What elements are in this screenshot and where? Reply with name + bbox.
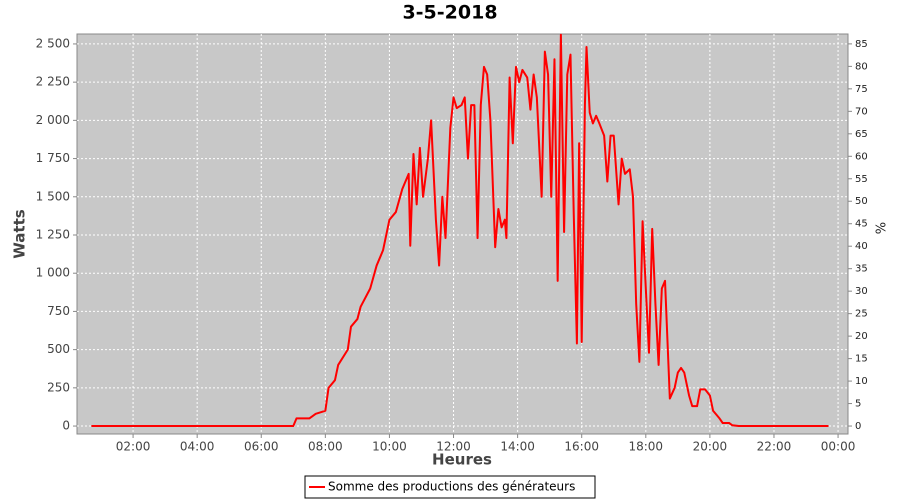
y-tick-label: 250 [47, 380, 70, 394]
y-tick-label: 2 250 [36, 75, 70, 89]
y-tick-label: 1 750 [36, 151, 70, 165]
y2-tick-label: 80 [855, 61, 868, 72]
plot-area [76, 33, 849, 435]
legend-label: Somme des productions des générateurs [328, 480, 575, 494]
chart-title: 3-5-2018 [402, 2, 497, 24]
x-tick-label: 04:00 [180, 440, 215, 454]
y2-tick-label: 30 [855, 286, 868, 297]
y2-tick-label: 60 [855, 151, 868, 162]
y-tick-label: 0 [62, 419, 70, 433]
y2-tick-label: 5 [855, 399, 861, 410]
x-tick-label: 18:00 [628, 440, 663, 454]
x-tick-label: 00:00 [821, 440, 856, 454]
y-tick-label: 2 500 [36, 36, 70, 50]
x-tick-label: 20:00 [693, 440, 728, 454]
series-line [91, 33, 829, 428]
legend [304, 475, 596, 499]
y-tick-label: 1 000 [36, 266, 70, 280]
y-tick-label: 1 500 [36, 189, 70, 203]
x-tick-label: 16:00 [564, 440, 599, 454]
y2-axis-label: % [875, 222, 890, 234]
y-tick-label: 1 250 [36, 227, 70, 241]
x-tick-label: 08:00 [308, 440, 343, 454]
x-tick-label: 06:00 [244, 440, 279, 454]
y2-tick-label: 65 [855, 129, 868, 140]
y2-tick-label: 40 [855, 241, 868, 252]
x-tick-label: 02:00 [116, 440, 151, 454]
x-tick-label: 14:00 [500, 440, 535, 454]
x-tick-label: 12:00 [436, 440, 471, 454]
y2-tick-label: 70 [855, 106, 868, 117]
y2-tick-label: 75 [855, 84, 868, 95]
y-tick-label: 2 000 [36, 113, 70, 127]
y2-tick-label: 45 [855, 219, 868, 230]
y2-tick-label: 10 [855, 376, 868, 387]
y2-tick-label: 50 [855, 196, 868, 207]
y2-tick-label: 25 [855, 309, 868, 320]
y2-tick-label: 35 [855, 264, 868, 275]
y2-tick-label: 0 [855, 421, 861, 432]
y2-tick-label: 55 [855, 174, 868, 185]
y2-tick-label: 20 [855, 331, 868, 342]
y2-tick-label: 85 [855, 39, 868, 50]
y-axis-label: Watts [11, 209, 29, 258]
y-tick-label: 750 [47, 304, 70, 318]
y-tick-label: 500 [47, 342, 70, 356]
x-tick-label: 10:00 [372, 440, 407, 454]
y2-tick-label: 15 [855, 354, 868, 365]
x-tick-label: 22:00 [757, 440, 792, 454]
x-axis-label: Heures [432, 451, 492, 469]
